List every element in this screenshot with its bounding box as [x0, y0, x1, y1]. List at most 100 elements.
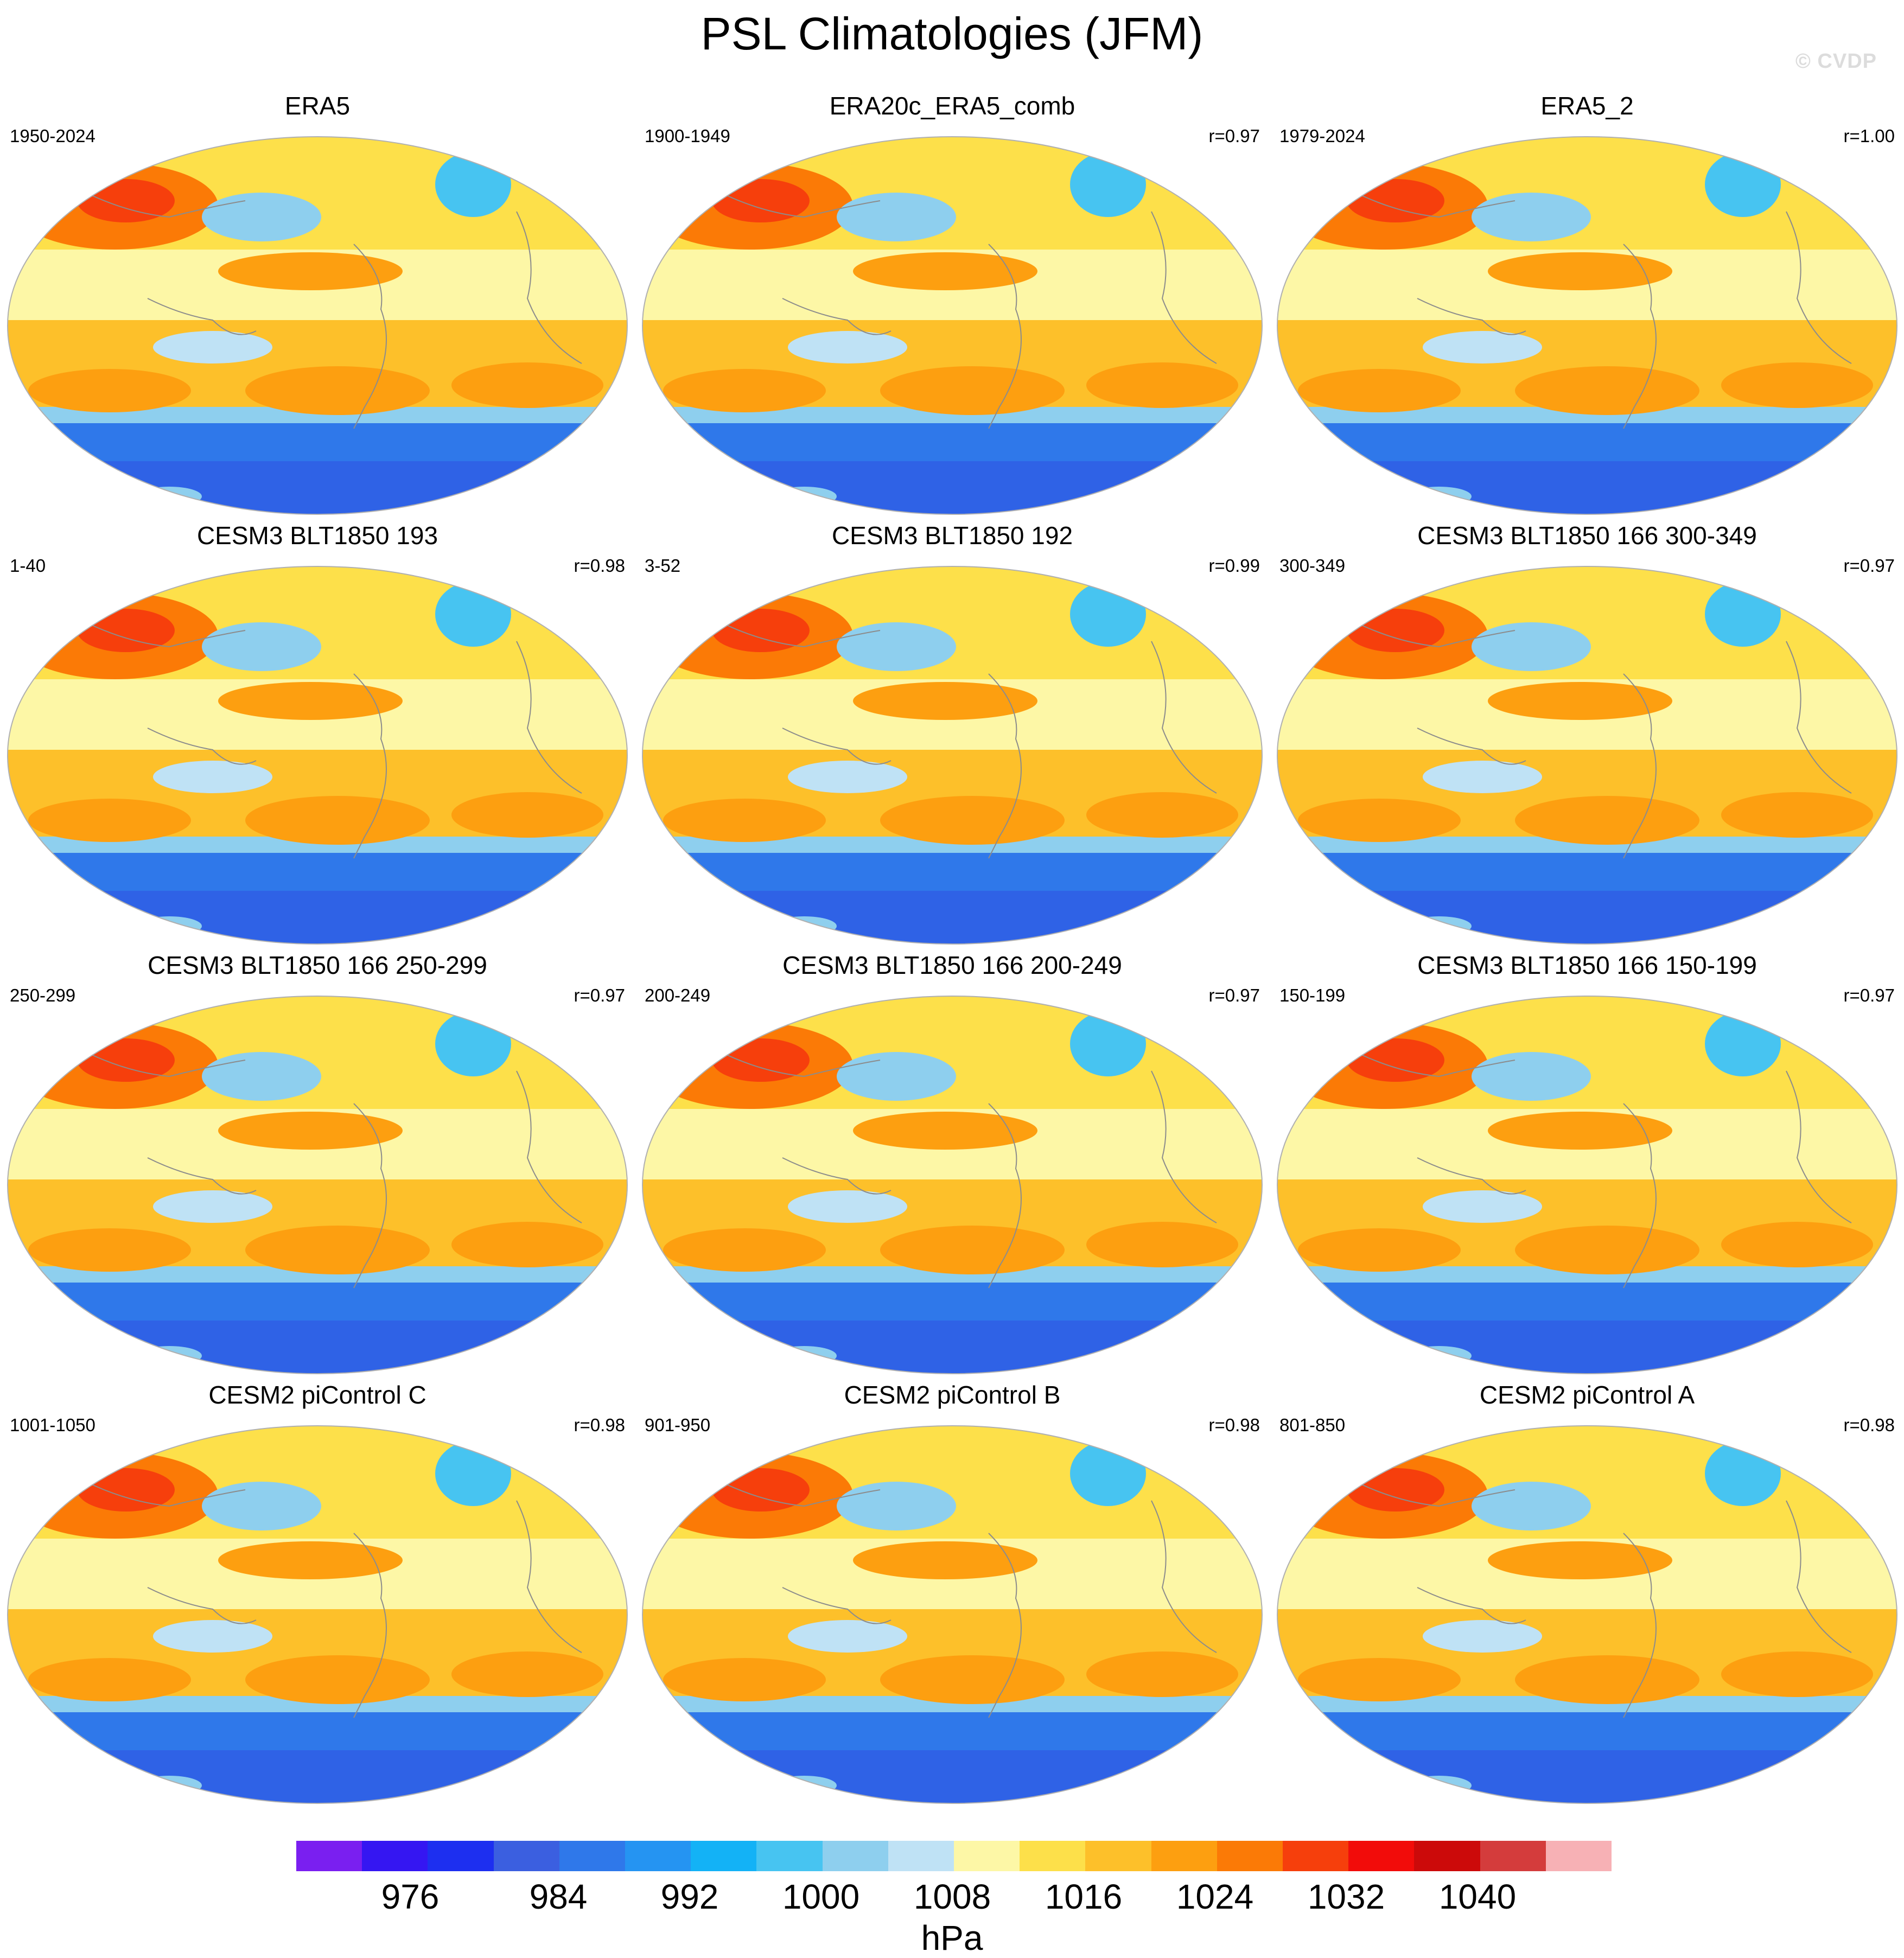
subtropical-high: [853, 682, 1037, 720]
subtropical-high: [1086, 362, 1238, 408]
colorbar-swatch: [559, 1841, 626, 1871]
psl-map: [7, 996, 628, 1374]
subtropical-high: [218, 1112, 403, 1150]
map-fill: [1277, 996, 1897, 1374]
map-fill: [8, 137, 627, 514]
aleutian-low: [202, 193, 321, 241]
coastline: [1623, 1533, 1657, 1718]
colorbar-swatch: [1414, 1841, 1480, 1871]
map-fill: [642, 566, 1262, 944]
subtropical-high: [853, 252, 1037, 290]
antarctic-band: [8, 1321, 627, 1374]
icelandic-low: [1070, 1011, 1146, 1076]
map-boundary: [1277, 996, 1897, 1374]
figure-title: PSL Climatologies (JFM): [701, 8, 1203, 59]
map-panel: CESM3 BLT1850 166 150-199 150-199 r=0.97: [1270, 951, 1904, 1379]
maritime-low: [1423, 1190, 1542, 1223]
coastline: [147, 728, 257, 765]
maritime-low: [153, 331, 272, 363]
subtropical-high: [1298, 369, 1461, 412]
subtropical-high: [1298, 799, 1461, 842]
southern-low-band: [1277, 853, 1897, 891]
map-fill: [1277, 1426, 1897, 1803]
panel-period: 3-52: [645, 556, 681, 576]
colorbar-swatch: [1020, 1841, 1086, 1871]
colorbar-swatch: [1480, 1841, 1546, 1871]
antarctic-feature: [137, 1346, 202, 1366]
antarctic-band: [8, 461, 627, 514]
maritime-low: [788, 331, 907, 363]
subtropical-high: [1515, 1226, 1699, 1274]
coastline: [782, 728, 891, 765]
colorbar-swatch: [1151, 1841, 1217, 1871]
coastline: [1786, 211, 1852, 364]
coastline: [782, 1587, 891, 1624]
panel-correlation: r=1.00: [1843, 126, 1895, 146]
panel-correlation: r=0.97: [1208, 126, 1260, 146]
panel-title: CESM3 BLT1850 193: [196, 521, 438, 550]
coastline: [988, 244, 1022, 429]
subtropical-high: [28, 1658, 191, 1701]
panel-period: 250-299: [10, 985, 76, 1005]
coastline: [353, 244, 387, 429]
panel-correlation: r=0.99: [1208, 556, 1260, 576]
panel-period: 1950-2024: [10, 126, 95, 146]
psl-map: [1277, 1425, 1897, 1804]
coastline: [516, 1070, 582, 1223]
colorbar-swatch: [822, 1841, 888, 1871]
coastline: [1417, 1587, 1526, 1624]
colorbar-swatch: [1283, 1841, 1349, 1871]
subtropical-high: [1086, 1222, 1238, 1267]
watermark: © CVDP: [1795, 50, 1877, 73]
aleutian-low: [1472, 622, 1591, 671]
psl-map: [1277, 566, 1897, 945]
coastline: [1151, 1500, 1217, 1653]
southern-low-band: [8, 1712, 627, 1750]
aleutian-low: [837, 193, 956, 241]
map-fill: [642, 996, 1262, 1374]
map-fill: [1277, 137, 1897, 514]
antarctic-band: [1277, 461, 1897, 514]
icelandic-low: [1705, 1011, 1781, 1076]
coastline: [516, 211, 582, 364]
southern-low-band: [8, 423, 627, 461]
subtropical-high: [1488, 252, 1672, 290]
maritime-low: [1423, 761, 1542, 793]
antarctic-band: [642, 1750, 1262, 1803]
antarctic-feature: [1406, 487, 1472, 506]
subtropical-high: [880, 1655, 1065, 1704]
maritime-low: [1423, 331, 1542, 363]
coastline: [1786, 1070, 1852, 1223]
subtropical-high: [218, 1541, 403, 1579]
colorbar-label: 1040: [1438, 1877, 1517, 1916]
panel-period: 801-850: [1279, 1415, 1346, 1435]
icelandic-low: [1705, 1441, 1781, 1506]
panel-period: 901-950: [645, 1415, 711, 1435]
panel-correlation: r=0.98: [574, 1415, 626, 1435]
aleutian-low: [1472, 1052, 1591, 1101]
psl-map: [1277, 996, 1897, 1374]
subtropical-high: [245, 1226, 430, 1274]
southern-low-band: [642, 1712, 1262, 1750]
map-panel: CESM3 BLT1850 166 200-249 200-249 r=0.97: [635, 951, 1270, 1379]
colorbar-units: hPa: [921, 1918, 983, 1957]
map-panel: CESM2 piControl A 801-850 r=0.98: [1270, 1380, 1904, 1809]
southern-low-band: [642, 853, 1262, 891]
coastline: [1417, 1157, 1526, 1195]
aleutian-low: [202, 1482, 321, 1530]
psl-map: [7, 136, 628, 515]
antarctic-band: [1277, 1321, 1897, 1374]
map-boundary: [642, 566, 1263, 945]
antarctic-band: [8, 1750, 627, 1803]
panel-title: CESM3 BLT1850 166 300-349: [1417, 521, 1757, 550]
subtropical-high: [1515, 366, 1699, 415]
panel-correlation: r=0.97: [1208, 985, 1260, 1005]
panel-title: CESM3 BLT1850 166 250-299: [148, 951, 487, 979]
map-panel: ERA5 1950-2024: [0, 91, 635, 520]
colorbar-swatch: [428, 1841, 494, 1871]
subtropical-high: [1721, 792, 1873, 838]
map-fill: [8, 996, 627, 1374]
subtropical-high: [1086, 792, 1238, 838]
map-panel: ERA20c_ERA5_comb 1900-1949 r=0.97: [635, 91, 1270, 520]
coastline: [353, 673, 387, 859]
